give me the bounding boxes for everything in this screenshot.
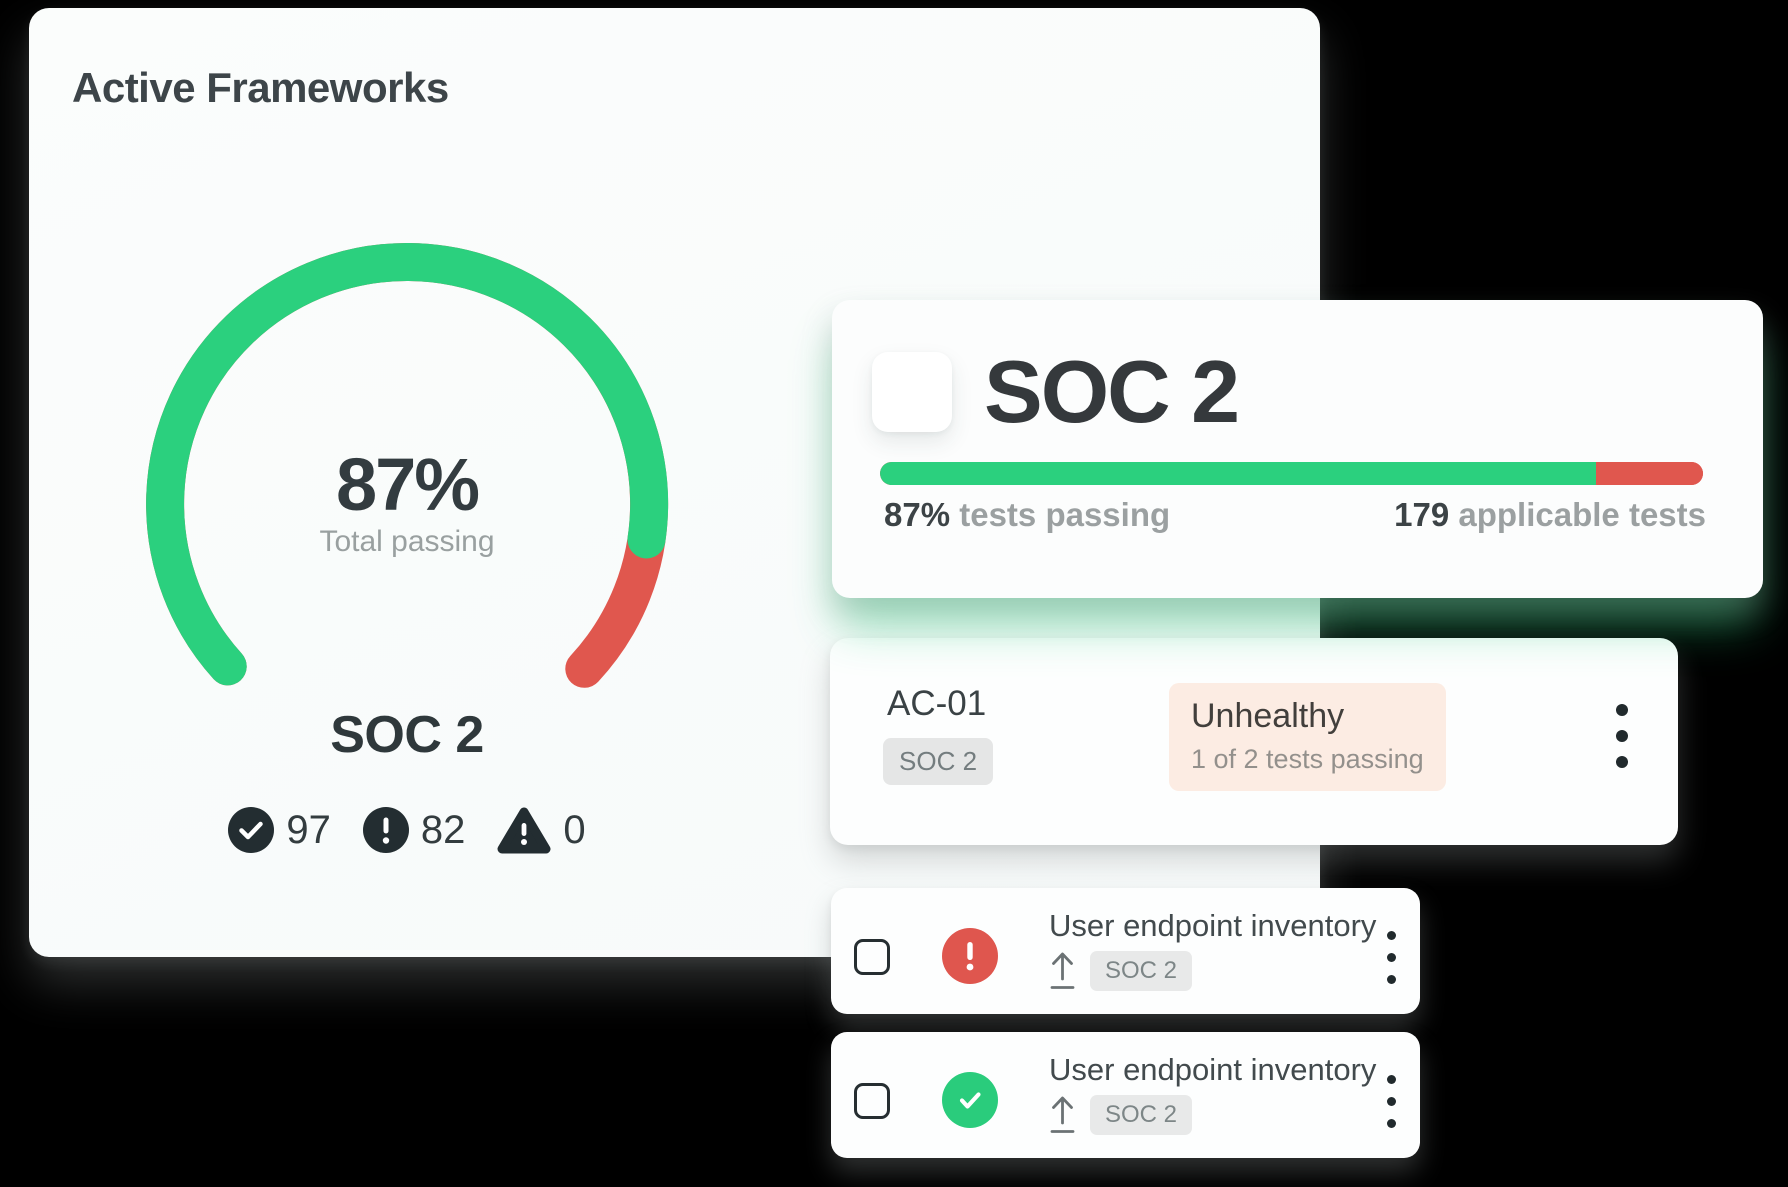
warning-count: 0	[497, 805, 586, 855]
control-status-chip: Unhealthy 1 of 2 tests passing	[1169, 683, 1446, 791]
test-framework-badge: SOC 2	[1090, 950, 1193, 991]
check-circle-icon	[228, 807, 275, 853]
upload-icon	[1050, 952, 1075, 989]
upload-icon	[1050, 1096, 1075, 1133]
framework-logo-tile	[872, 352, 952, 432]
framework-gauge: 87% Total passing SOC 2 97 82	[127, 224, 687, 854]
kebab-dot	[1387, 1097, 1396, 1106]
test-checkbox[interactable]	[854, 939, 890, 975]
test-title: User endpoint inventory	[1049, 1052, 1377, 1087]
test-row[interactable]: User endpoint inventory SOC 2	[831, 888, 1420, 1014]
kebab-dot	[1387, 953, 1396, 962]
gauge-arc-green	[146, 243, 669, 688]
warning-triangle-icon	[497, 807, 551, 854]
progress-fill-red	[1596, 462, 1703, 485]
test-checkbox[interactable]	[854, 1083, 890, 1119]
progress-fill-green	[880, 462, 1596, 485]
test-row[interactable]: User endpoint inventory SOC 2	[831, 1032, 1420, 1158]
tests-passing-stat: 87% tests passing	[884, 496, 1170, 534]
control-card[interactable]: AC-01 SOC 2 Unhealthy 1 of 2 tests passi…	[830, 638, 1678, 845]
kebab-dot	[1616, 730, 1628, 742]
tests-passing-value: 87%	[884, 496, 951, 533]
passing-count-value: 97	[286, 807, 331, 852]
control-overflow-menu-button[interactable]	[1616, 704, 1628, 768]
warning-count-value: 0	[563, 807, 586, 852]
test-overflow-menu-button[interactable]	[1387, 1075, 1396, 1128]
test-framework-badge: SOC 2	[1090, 1094, 1193, 1135]
gauge-ring	[146, 243, 669, 688]
kebab-dot	[1387, 1119, 1396, 1128]
test-meta-row: SOC 2	[1049, 1094, 1193, 1135]
kebab-dot	[1616, 704, 1628, 716]
applicable-tests-value: 179	[1394, 496, 1450, 533]
test-status-failing-icon	[942, 928, 998, 984]
kebab-dot	[1387, 1075, 1396, 1084]
gauge-percent-value: 87%	[335, 443, 480, 526]
kebab-dot	[1387, 975, 1396, 984]
control-id: AC-01	[887, 684, 987, 723]
failing-count-value: 82	[420, 807, 466, 852]
test-title: User endpoint inventory	[1049, 908, 1377, 943]
framework-summary-card[interactable]: SOC 2 87% tests passing 179 applicable t…	[832, 300, 1763, 598]
test-status-passing-icon	[942, 1072, 998, 1128]
framework-title: SOC 2	[984, 342, 1240, 441]
page-title: Active Frameworks	[72, 64, 449, 111]
kebab-dot	[1616, 756, 1628, 768]
tests-progress-bar	[880, 462, 1703, 485]
applicable-tests-stat: 179 applicable tests	[1394, 496, 1706, 534]
gauge-sublabel: Total passing	[319, 525, 495, 558]
tests-passing-label: tests passing	[959, 496, 1171, 533]
control-framework-badge: SOC 2	[883, 738, 994, 785]
applicable-tests-label: applicable tests	[1458, 496, 1706, 533]
gauge-counts-row: 97 82 0	[127, 802, 687, 858]
gauge-framework-label: SOC 2	[330, 706, 484, 764]
test-overflow-menu-button[interactable]	[1387, 931, 1396, 984]
kebab-dot	[1387, 931, 1396, 940]
control-status-label: Unhealthy	[1191, 697, 1345, 735]
framework-stats-row: 87% tests passing 179 applicable tests	[884, 496, 1706, 534]
passing-count: 97	[228, 807, 331, 853]
test-meta-row: SOC 2	[1049, 950, 1193, 991]
failing-count: 82	[362, 807, 466, 853]
exclamation-circle-icon	[362, 807, 409, 853]
control-status-detail: 1 of 2 tests passing	[1191, 744, 1424, 774]
